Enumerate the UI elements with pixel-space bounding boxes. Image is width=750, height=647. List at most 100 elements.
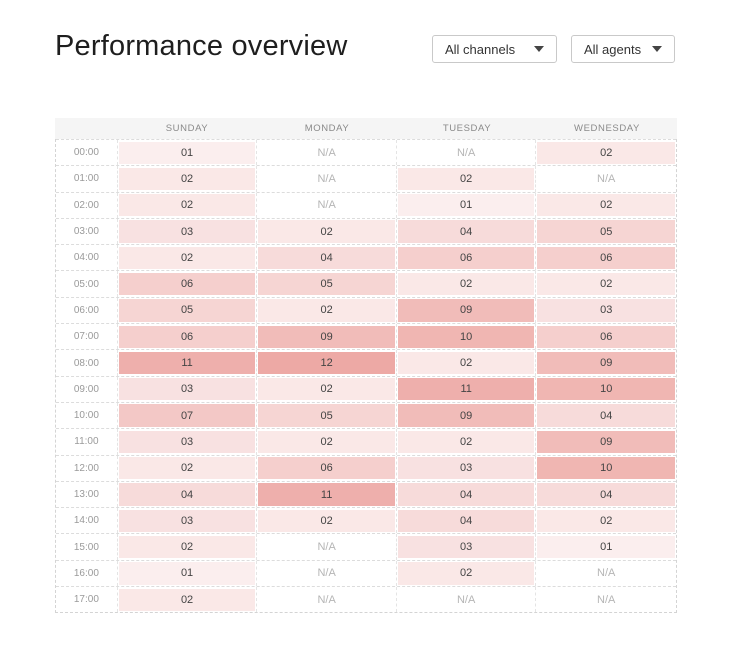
heatmap-cell[interactable]: 04: [118, 481, 258, 508]
heatmap-cell[interactable]: 06: [397, 245, 537, 271]
heatmap-cell[interactable]: 02: [536, 271, 676, 296]
heatmap-cell[interactable]: 12: [257, 350, 397, 376]
heatmap-cell[interactable]: 05: [118, 297, 258, 324]
heatmap-cell[interactable]: 04: [397, 508, 537, 534]
heatmap-cell-value: 02: [118, 246, 256, 269]
hour-label: 06:00: [56, 297, 118, 324]
heatmap-cell[interactable]: N/A: [257, 587, 397, 613]
heatmap-row: 04:00 02 04 06 06: [56, 244, 676, 271]
heatmap-cell[interactable]: N/A: [257, 192, 397, 218]
heatmap-cell[interactable]: 04: [397, 481, 537, 508]
heatmap-cell[interactable]: N/A: [257, 140, 397, 166]
heatmap-cell[interactable]: 10: [397, 324, 537, 350]
heatmap-cell[interactable]: 02: [536, 193, 676, 218]
heatmap-cell-value: N/A: [597, 593, 616, 606]
heatmap-cell[interactable]: 04: [536, 403, 676, 428]
heatmap-cell[interactable]: N/A: [257, 560, 397, 587]
heatmap-cell[interactable]: N/A: [257, 534, 397, 560]
heatmap-cell[interactable]: 02: [257, 429, 397, 455]
heatmap-cell-value: 04: [397, 509, 535, 532]
channels-dropdown[interactable]: All channels: [432, 35, 557, 63]
heatmap-cell[interactable]: 05: [257, 271, 397, 297]
heatmap-cell[interactable]: 09: [536, 350, 676, 375]
heatmap-cell-value: 06: [258, 457, 395, 480]
heatmap-cell[interactable]: 01: [397, 192, 537, 218]
heatmap-cell-value: 01: [118, 141, 256, 164]
heatmap-cell[interactable]: 04: [257, 245, 397, 271]
heatmap-cell[interactable]: 02: [118, 455, 258, 481]
heatmap-cell[interactable]: 03: [118, 376, 258, 402]
heatmap-cell-value: 06: [537, 246, 675, 269]
heatmap-row: 14:00 03 02 04 02: [56, 507, 676, 534]
heatmap-cell[interactable]: 02: [118, 245, 258, 271]
heatmap-cell[interactable]: 02: [397, 350, 537, 376]
heatmap-cell[interactable]: 05: [536, 219, 676, 244]
heatmap-cell[interactable]: 03: [118, 508, 258, 534]
heatmap-cell[interactable]: 07: [118, 402, 258, 429]
heatmap-cell[interactable]: 04: [536, 482, 676, 507]
heatmap-cell[interactable]: 06: [536, 245, 676, 270]
heatmap-cell-value: 02: [118, 194, 256, 217]
hour-label: 08:00: [56, 350, 118, 376]
heatmap-cell[interactable]: 02: [536, 140, 676, 165]
heatmap-cell[interactable]: N/A: [257, 166, 397, 192]
heatmap-cell-value: 02: [258, 430, 395, 454]
heatmap-cell[interactable]: 02: [536, 508, 676, 533]
heatmap-cell[interactable]: N/A: [536, 561, 676, 586]
heatmap-cell[interactable]: 03: [536, 298, 676, 323]
heatmap-cell-value: 02: [537, 272, 675, 296]
heatmap-cell[interactable]: 06: [536, 324, 676, 349]
heatmap-cell[interactable]: 06: [118, 324, 258, 350]
heatmap-cell[interactable]: 09: [397, 297, 537, 324]
heatmap-cell[interactable]: 01: [536, 534, 676, 559]
heatmap-cell-value: N/A: [317, 567, 336, 580]
heatmap-cell[interactable]: 02: [397, 271, 537, 297]
heatmap-cell[interactable]: 02: [257, 376, 397, 402]
heatmap-cell[interactable]: 01: [118, 140, 258, 166]
heatmap-cell-value: 10: [537, 457, 675, 480]
heatmap-cell[interactable]: 02: [397, 429, 537, 455]
heatmap-cell[interactable]: 02: [118, 534, 258, 560]
heatmap-cell-value: 03: [118, 220, 256, 243]
heatmap-cell[interactable]: 05: [257, 402, 397, 429]
heatmap-cell-value: 04: [397, 483, 535, 506]
heatmap-cell[interactable]: 09: [257, 324, 397, 350]
heatmap-cell[interactable]: 11: [257, 481, 397, 508]
heatmap-cell-value: 01: [397, 194, 535, 217]
heatmap-cell[interactable]: 02: [118, 192, 258, 218]
heatmap-cell[interactable]: 09: [536, 429, 676, 454]
heatmap-cell-value: N/A: [317, 172, 336, 185]
heatmap-cell[interactable]: 03: [397, 455, 537, 481]
heatmap-cell[interactable]: 04: [397, 218, 537, 245]
agents-dropdown[interactable]: All agents: [571, 35, 675, 63]
heatmap-cell[interactable]: 10: [536, 456, 676, 481]
heatmap-cell[interactable]: 06: [118, 271, 258, 297]
heatmap-cell[interactable]: N/A: [397, 140, 537, 166]
heatmap-cell[interactable]: 01: [118, 560, 258, 587]
heatmap-cell[interactable]: 11: [397, 376, 537, 402]
heatmap-cell-value: 09: [397, 299, 535, 322]
heatmap-cell[interactable]: 06: [257, 455, 397, 481]
heatmap-cell[interactable]: 11: [118, 350, 258, 376]
heatmap-cell[interactable]: 09: [397, 402, 537, 429]
heatmap-cell-value: 03: [397, 457, 535, 480]
heatmap-cell[interactable]: N/A: [397, 587, 537, 613]
heatmap-cell[interactable]: 03: [118, 429, 258, 455]
heatmap-cell[interactable]: 03: [397, 534, 537, 560]
heatmap-cell[interactable]: 10: [536, 377, 676, 402]
heatmap-cell[interactable]: 03: [118, 218, 258, 245]
heatmap-cell[interactable]: 02: [257, 508, 397, 534]
heatmap-cell[interactable]: N/A: [536, 166, 676, 191]
heatmap-cell[interactable]: 02: [397, 166, 537, 192]
heatmap-cell[interactable]: 02: [118, 166, 258, 192]
day-header: SUNDAY: [165, 123, 209, 134]
heatmap-row: 11:00 03 02 02 09: [56, 428, 676, 455]
heatmap-cell[interactable]: 02: [397, 560, 537, 587]
heatmap-cell-value: 05: [118, 299, 256, 322]
heatmap-cell[interactable]: N/A: [536, 587, 676, 612]
day-header: MONDAY: [304, 123, 350, 134]
heatmap-cell[interactable]: 02: [257, 218, 397, 245]
heatmap-cell[interactable]: 02: [257, 297, 397, 324]
heatmap-cell-value: 07: [118, 404, 256, 427]
heatmap-cell[interactable]: 02: [118, 587, 258, 613]
